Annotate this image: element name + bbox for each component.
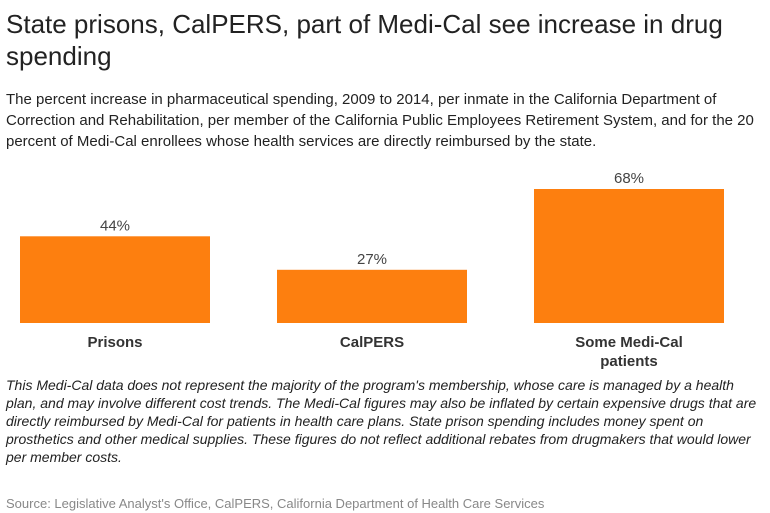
bar-1	[277, 269, 467, 323]
category-label: Some Medi-Cal patients	[575, 334, 683, 370]
data-label: 68%	[614, 170, 644, 187]
chart-note: This Medi-Cal data does not represent th…	[6, 377, 757, 465]
chart-subtitle: The percent increase in pharmaceutical s…	[6, 91, 754, 150]
category-label: CalPERS	[340, 334, 404, 351]
category-label: Prisons	[87, 334, 142, 351]
source-text: Source: Legislative Analyst's Office, Ca…	[6, 496, 545, 511]
data-label: 44%	[100, 217, 130, 234]
bar-chart: 44% Prisons 27% CalPERS 68% Some Medi-Cal pati…	[20, 170, 724, 370]
bar-0	[20, 236, 210, 323]
bar-2	[534, 189, 724, 323]
chart-title: State prisons, CalPERS, part of Medi-Cal…	[6, 9, 723, 71]
data-label: 27%	[357, 251, 387, 268]
